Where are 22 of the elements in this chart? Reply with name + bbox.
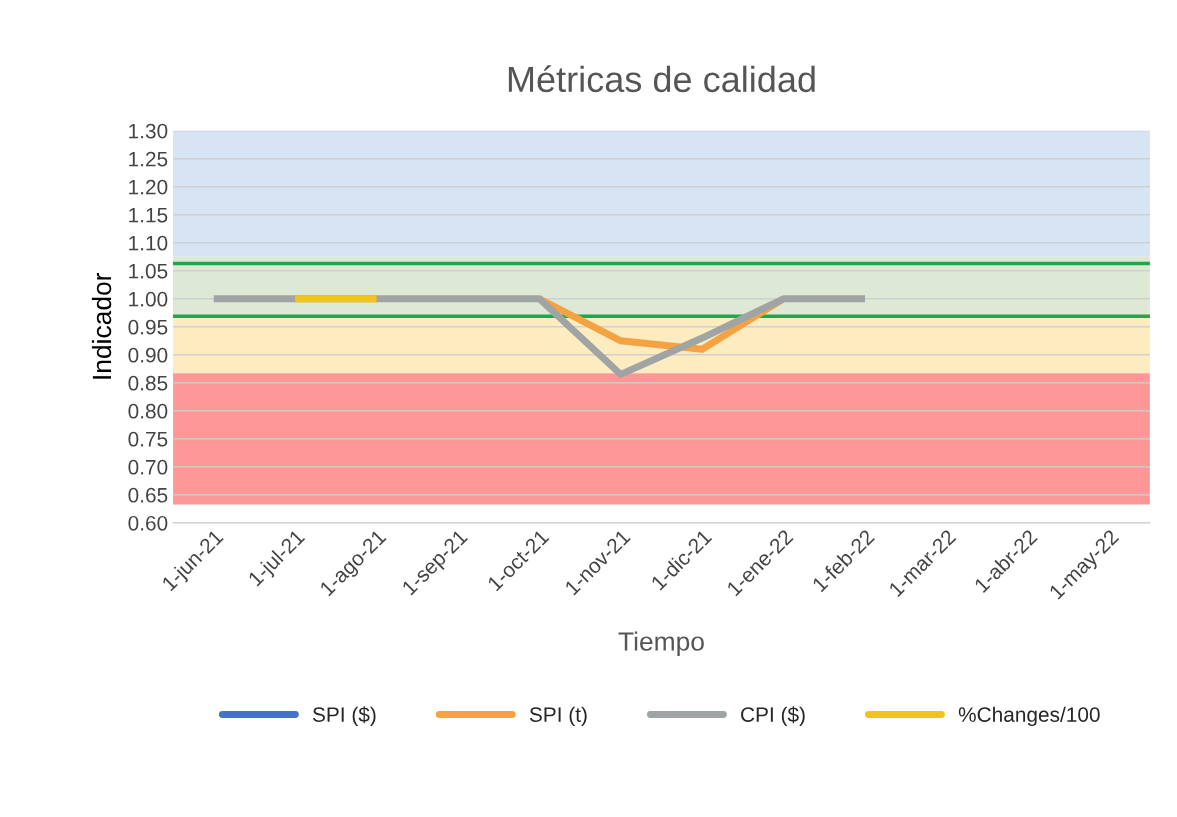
legend-label: CPI ($) [741, 706, 805, 727]
legend-label: %Changes/100 [958, 706, 1100, 727]
legend-label: SPI (t) [529, 706, 587, 727]
y-tick-label: 0.70 [128, 459, 168, 475]
y-tick-label: 0.75 [128, 431, 168, 447]
y-tick-label: 1.20 [129, 179, 168, 195]
y-tick-label: 1.25 [129, 151, 168, 167]
chart-title: Métricas de calidad [508, 65, 815, 93]
y-tick-label: 0.60 [128, 515, 168, 531]
y-tick-label: 0.80 [128, 403, 168, 419]
y-tick-label: 1.15 [129, 207, 168, 223]
y-tick-label: 0.85 [128, 375, 168, 391]
legend-label: SPI ($) [312, 706, 376, 727]
y-tick-label: 0.95 [128, 319, 168, 335]
y-axis-title: Indicador [91, 272, 112, 379]
y-tick-label: 1.05 [129, 263, 168, 279]
x-axis-title: Tiempo [618, 631, 704, 657]
y-tick-label: 0.65 [128, 487, 168, 503]
y-tick-label: 1.10 [129, 235, 168, 251]
y-tick-label: 0.90 [128, 347, 168, 363]
y-tick-label: 1.00 [129, 291, 168, 307]
y-tick-label: 1.30 [129, 123, 168, 139]
